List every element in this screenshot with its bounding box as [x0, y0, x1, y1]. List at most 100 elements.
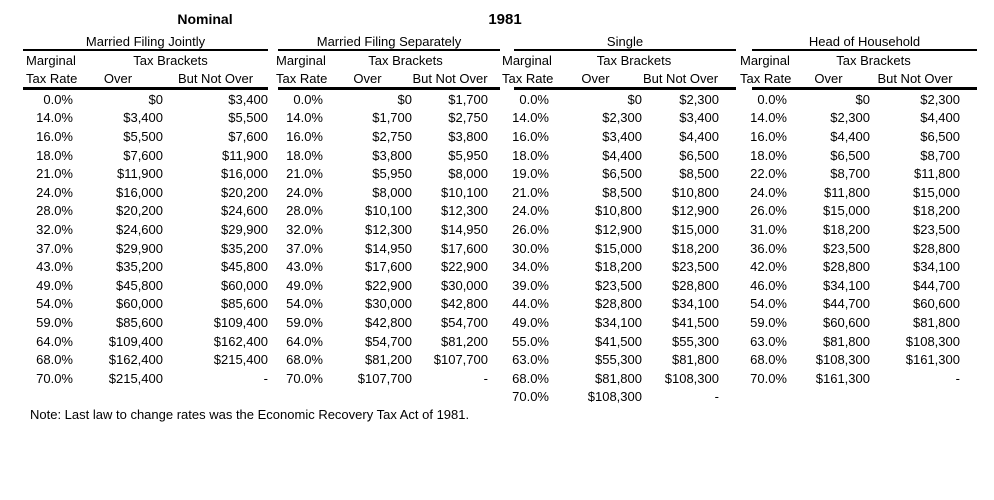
over-cell: $15,000: [823, 203, 870, 219]
marginal-rate-cell: 14.0%: [750, 110, 787, 126]
tax-brackets-header: Tax Brackets: [133, 53, 208, 69]
marginal-rate-cell: 70.0%: [512, 389, 549, 405]
column-header-table: Marginal Tax Brackets Tax Rate Over But …: [737, 52, 977, 87]
table-row: 68.0% $81,200 $107,700: [273, 350, 500, 369]
table-row: 0.0% $0 $2,300: [499, 90, 736, 109]
over-header: Over: [581, 70, 610, 86]
marginal-rate-cell: 68.0%: [36, 352, 73, 368]
over-cell: $8,000: [372, 184, 412, 200]
but-not-over-cell: $14,950: [441, 221, 488, 237]
marginal-rate-cell: 21.0%: [36, 166, 73, 182]
table-row: 18.0% $3,800 $5,950: [273, 146, 500, 165]
table-row: 32.0% $24,600 $29,900: [23, 220, 268, 239]
spacer-cell: [719, 388, 736, 407]
but-not-over-cell: $11,800: [913, 166, 960, 182]
table-row: 21.0% $5,950 $8,000: [273, 164, 500, 183]
marginal-rate-cell: 0.0%: [293, 91, 323, 107]
over-header: Over: [103, 70, 133, 86]
but-not-over-cell: $35,200: [221, 240, 268, 256]
over-cell: $29,900: [116, 240, 163, 256]
over-cell: $23,500: [823, 240, 870, 256]
spacer-cell: [719, 369, 736, 388]
spacer-cell: [719, 295, 736, 314]
but-not-over-cell: $7,600: [228, 128, 268, 144]
but-not-over-cell: $20,200: [221, 184, 268, 200]
but-not-over-cell: $108,300: [905, 333, 960, 349]
header-underline: [278, 87, 500, 90]
but-not-over-cell: $44,700: [913, 277, 960, 293]
marginal-rate-cell: 16.0%: [512, 128, 549, 144]
but-not-over-cell: $18,200: [913, 203, 960, 219]
over-cell: $24,600: [116, 221, 163, 237]
table-row: 70.0% $107,700 -: [273, 369, 500, 388]
header-row-1: Marginal Tax Brackets: [499, 52, 736, 70]
over-header: Over: [814, 70, 843, 86]
over-cell: $22,900: [365, 277, 412, 293]
marginal-rate-cell: 18.0%: [36, 147, 73, 163]
spacer-cell: [960, 257, 977, 276]
table-row: 44.0% $28,800 $34,100: [499, 295, 736, 314]
over-cell: $15,000: [595, 240, 642, 256]
table-row: 63.0% $55,300 $81,800: [499, 350, 736, 369]
marginal-rate-cell: 70.0%: [750, 370, 787, 386]
marginal-rate-cell: 68.0%: [286, 352, 323, 368]
spacer-cell: [719, 90, 736, 109]
year-title: 1981: [488, 11, 522, 28]
marginal-rate-cell: 37.0%: [36, 240, 73, 256]
but-not-over-header: But Not Over: [877, 70, 953, 86]
over-cell: $54,700: [365, 333, 412, 349]
table-row: 16.0% $3,400 $4,400: [499, 127, 736, 146]
table-row: 54.0% $44,700 $60,600: [737, 295, 977, 314]
table-row: 37.0% $14,950 $17,600: [273, 239, 500, 258]
but-not-over-cell: $1,700: [448, 91, 488, 107]
marginal-rate-cell: 14.0%: [512, 110, 549, 126]
marginal-rate-cell: 24.0%: [36, 184, 73, 200]
over-cell: $3,800: [372, 147, 412, 163]
marginal-rate-cell: 64.0%: [286, 333, 323, 349]
but-not-over-cell: $2,750: [448, 110, 488, 126]
over-cell: $3,400: [123, 110, 163, 126]
but-not-over-cell: $11,900: [221, 147, 268, 163]
spacer-cell: [719, 332, 736, 351]
marginal-rate-cell: 30.0%: [512, 240, 549, 256]
marginal-rate-cell: 43.0%: [36, 259, 73, 275]
spacer-cell: [719, 220, 736, 239]
marginal-rate-cell: 24.0%: [512, 203, 549, 219]
spacer-cell: [719, 183, 736, 202]
spacer-cell: [960, 220, 977, 239]
over-cell: $108,300: [815, 352, 870, 368]
marginal-rate-cell: 59.0%: [286, 314, 323, 330]
spacer-cell: [719, 313, 736, 332]
but-not-over-cell: $2,300: [679, 91, 719, 107]
but-not-over-cell: $28,800: [672, 277, 719, 293]
marginal-rate-cell: 54.0%: [750, 296, 787, 312]
over-cell: $41,500: [595, 333, 642, 349]
but-not-over-cell: $5,500: [228, 110, 268, 126]
over-cell: $161,300: [815, 370, 870, 386]
marginal-rate-cell: 14.0%: [36, 110, 73, 126]
but-not-over-cell: $45,800: [221, 259, 268, 275]
marginal-rate-cell: 26.0%: [750, 203, 787, 219]
spacer-cell: [960, 202, 977, 221]
over-cell: $11,800: [823, 184, 870, 200]
but-not-over-cell: $18,200: [672, 240, 719, 256]
but-not-over-cell: $34,100: [913, 259, 960, 275]
marginal-rate-cell: 36.0%: [750, 240, 787, 256]
table-row: 68.0% $162,400 $215,400: [23, 350, 268, 369]
table-row: 64.0% $109,400 $162,400: [23, 332, 268, 351]
over-cell: $60,600: [823, 314, 870, 330]
section-title: Married Filing Separately: [316, 34, 462, 49]
marginal-rate-cell: 31.0%: [750, 221, 787, 237]
over-cell: $42,800: [365, 314, 412, 330]
table-row: 49.0% $34,100 $41,500: [499, 313, 736, 332]
spacer-cell: [960, 350, 977, 369]
table-row: 28.0% $10,100 $12,300: [273, 202, 500, 221]
over-cell: $34,100: [595, 314, 642, 330]
header-row-1: Marginal Tax Brackets: [737, 52, 977, 70]
table-row: 16.0% $5,500 $7,600: [23, 127, 268, 146]
spacer-cell: [960, 127, 977, 146]
table-row: 37.0% $29,900 $35,200: [23, 239, 268, 258]
over-cell: $18,200: [823, 221, 870, 237]
over-cell: $14,950: [365, 240, 412, 256]
marginal-rate-cell: 28.0%: [286, 203, 323, 219]
